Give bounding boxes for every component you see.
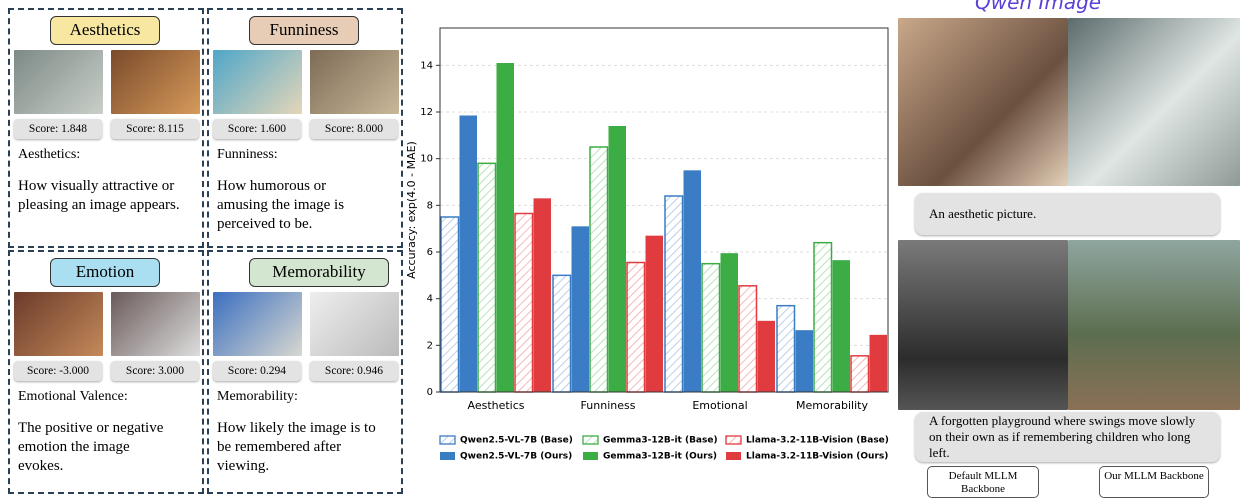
score: Score: 0.946 [310, 361, 398, 381]
y-tick-label: 8 [427, 200, 433, 211]
legend-swatch [725, 435, 742, 445]
panel [207, 8, 403, 248]
description: How visually attractive or pleasing an i… [18, 178, 180, 213]
image [310, 50, 399, 114]
bar [514, 212, 534, 393]
label: Aesthetics: [18, 147, 81, 162]
image [213, 50, 302, 114]
score: Score: 8.000 [310, 119, 398, 139]
bar [813, 241, 833, 393]
tag: Memorability [249, 258, 389, 287]
x-tick-label: Funniness [581, 399, 636, 412]
tag: Funniness [249, 16, 359, 45]
legend-swatch [439, 435, 456, 445]
bar [571, 226, 589, 392]
score: Score: -3.000 [14, 361, 102, 381]
bar [832, 260, 850, 392]
caption: An aesthetic picture. [915, 193, 1220, 235]
image [111, 50, 200, 114]
image [1068, 240, 1240, 410]
y-tick-label: 4 [427, 294, 433, 305]
y-tick-label: 10 [420, 154, 433, 165]
score: Score: 1.600 [213, 119, 301, 139]
legend-label: Gemma3-12B-it (Base) [603, 436, 718, 446]
legend-swatch [726, 452, 741, 460]
label: Emotional Valence: [18, 389, 128, 404]
bar [589, 146, 609, 393]
score: Score: 8.115 [111, 119, 199, 139]
image [898, 240, 1068, 410]
plot-frame [439, 27, 889, 393]
score: Score: 3.000 [111, 361, 199, 381]
bar [626, 261, 646, 393]
bar [645, 235, 663, 392]
bar [795, 330, 813, 392]
image [14, 50, 103, 114]
y-tick-label: 12 [420, 107, 433, 118]
bar [850, 355, 870, 393]
bar [459, 115, 477, 392]
bar [496, 63, 514, 392]
label: Funniness: [217, 147, 278, 162]
legend-label: Gemma3-12B-it (Ours) [603, 452, 717, 462]
y-tick-label: 14 [420, 60, 433, 71]
logo: Qwen Image [975, 0, 1102, 14]
bar [552, 274, 572, 393]
panel [8, 8, 204, 248]
image [14, 292, 103, 356]
bar [701, 262, 721, 393]
image [111, 292, 200, 356]
description: The positive or negative emotion the ima… [18, 420, 164, 474]
score: Score: 0.294 [213, 361, 301, 381]
image [898, 18, 1068, 186]
legend-label: Llama-3.2-11B-Vision (Ours) [746, 452, 888, 462]
legend-label: Qwen2.5-VL-7B (Ours) [460, 452, 572, 462]
description: How humorous or amusing the image is per… [217, 178, 345, 232]
image [310, 292, 399, 356]
bar [776, 304, 796, 393]
bar [757, 320, 775, 392]
bar [738, 285, 758, 393]
bar [440, 216, 460, 393]
legend-label: Llama-3.2-11B-Vision (Base) [746, 436, 889, 446]
caption: A forgotten playground where swings move… [915, 412, 1220, 462]
y-tick-label: 6 [427, 247, 433, 258]
bar [720, 253, 738, 392]
chart: Accuracy: exp(4.0 - MAE) 0 2 4 6 8 10 12 14 Aest… [405, 27, 889, 462]
y-tick-label: 0 [427, 387, 433, 398]
panel [207, 250, 403, 494]
panel [8, 250, 204, 494]
x-tick-label: Memorability [796, 399, 868, 412]
label: Memorability: [217, 389, 298, 404]
bar [683, 170, 701, 392]
button: Our MLLM Backbone [1099, 466, 1209, 498]
description: How likely the image is to be remembered… [217, 420, 376, 474]
bar [608, 126, 626, 392]
bar [533, 198, 551, 392]
legend-swatch [440, 452, 455, 460]
bar [869, 334, 887, 392]
bar [477, 162, 497, 393]
x-tick-label: Emotional [692, 399, 747, 412]
legend-swatch [582, 435, 599, 445]
x-tick-label: Aesthetics [467, 399, 524, 412]
tag: Aesthetics [50, 16, 160, 45]
bar [664, 195, 684, 393]
legend-swatch [583, 452, 598, 460]
image [1068, 18, 1240, 186]
y-tick-label: 2 [427, 340, 433, 351]
legend-label: Qwen2.5-VL-7B (Base) [460, 436, 573, 446]
score: Score: 1.848 [14, 119, 102, 139]
y-axis-label: Accuracy: exp(4.0 - MAE) [405, 141, 418, 279]
button: Default MLLM Backbone [927, 466, 1039, 498]
image [213, 292, 302, 356]
tag: Emotion [50, 258, 160, 287]
